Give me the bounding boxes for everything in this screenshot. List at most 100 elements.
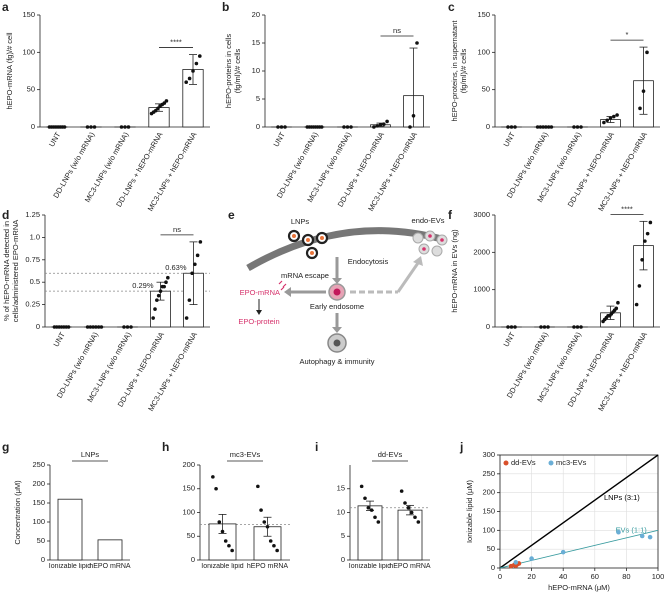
- arrow-head: [332, 327, 342, 333]
- data-point: [560, 549, 566, 555]
- data-point: [509, 325, 514, 329]
- data-point: [506, 125, 510, 129]
- panel-title: mc3-EVs: [230, 450, 261, 459]
- ev-cargo: [428, 234, 432, 238]
- data-point: [579, 125, 583, 129]
- bar: [57, 498, 83, 561]
- data-point: [416, 520, 421, 524]
- data-point: [259, 508, 263, 512]
- x-tick-label-box: Ionizable lipid: [201, 563, 243, 570]
- y-tick-label: 10: [252, 66, 260, 75]
- data-point: [85, 325, 90, 329]
- panel-letter: j: [459, 440, 463, 454]
- data-point: [151, 316, 155, 320]
- x-tick-label: 80: [622, 572, 630, 581]
- data-point: [403, 501, 407, 505]
- x-tick-label: Ionizable lipid: [348, 563, 392, 570]
- data-point: [612, 114, 616, 119]
- data-point: [211, 475, 215, 479]
- data-point: [513, 560, 519, 565]
- data-point: [363, 496, 367, 501]
- fit-line: [499, 454, 659, 569]
- y-tick-label: 50: [482, 85, 490, 94]
- data-point: [506, 325, 510, 329]
- data-point: [413, 515, 417, 520]
- data-point: [122, 325, 126, 329]
- y-tick-label: 150: [22, 10, 35, 19]
- diagram-label: LNPs: [291, 217, 310, 226]
- legend-label: mc3-EVs: [556, 458, 587, 467]
- data-point: [641, 89, 646, 93]
- y-axis-label: hEPO-proteins in cells: [224, 34, 233, 108]
- lnp-core: [320, 236, 324, 240]
- y-axis-label: (fg/ml)/# cells: [233, 48, 242, 93]
- data-point: [382, 122, 386, 126]
- y-tick-label: 250: [32, 460, 45, 469]
- data-point: [349, 125, 353, 129]
- arrow-head: [284, 287, 291, 297]
- data-point: [220, 529, 225, 534]
- y-axis-label: Ionizable lipid (μM): [465, 479, 474, 543]
- y-tick-label: 0: [36, 322, 40, 331]
- data-point: [283, 125, 287, 129]
- bar: [97, 539, 123, 561]
- data-point: [190, 271, 194, 276]
- data-point: [162, 284, 166, 289]
- y-tick-label: 50: [37, 536, 45, 545]
- data-point: [92, 125, 97, 129]
- panel-letter: g: [2, 440, 9, 454]
- significance-label: ns: [173, 225, 181, 234]
- data-point: [191, 69, 195, 73]
- data-point: [373, 515, 377, 520]
- data-point: [366, 505, 371, 510]
- data-point: [162, 101, 167, 105]
- panel-title: LNPs: [81, 450, 100, 459]
- data-point: [640, 258, 644, 262]
- data-point: [372, 125, 376, 129]
- data-point: [230, 548, 234, 553]
- data-point: [616, 300, 620, 305]
- data-point: [187, 298, 192, 302]
- data-point: [256, 484, 260, 489]
- y-tick-label: 250: [482, 469, 495, 478]
- diagram-label: endo-EVs: [412, 216, 445, 225]
- y-tick-label: 50: [27, 85, 35, 94]
- significance-label: ****: [170, 38, 182, 47]
- panel-letter: d: [2, 208, 9, 222]
- x-tick-label: UNT: [271, 130, 287, 148]
- data-point: [529, 556, 534, 561]
- data-point: [408, 125, 412, 129]
- data-point: [195, 253, 200, 258]
- data-point: [198, 240, 203, 244]
- data-point: [342, 125, 346, 129]
- y-tick-label: 0: [486, 322, 490, 331]
- lnp-core: [310, 251, 314, 255]
- panel-letter: i: [315, 440, 318, 454]
- lnp-particles: [287, 229, 329, 260]
- data-point: [125, 325, 130, 329]
- y-axis-label: cells/administered EPO-mRNA: [11, 220, 20, 323]
- data-point: [96, 325, 101, 329]
- panel-letter: h: [162, 440, 169, 454]
- y-tick-label: 50: [487, 544, 495, 553]
- data-point: [406, 505, 411, 510]
- data-point: [637, 284, 642, 288]
- y-tick-label: 100: [32, 517, 45, 526]
- ev: [431, 245, 443, 257]
- y-tick-label: 100: [22, 47, 35, 56]
- y-tick-label: 0: [31, 122, 35, 131]
- mrna-icon: [278, 280, 287, 291]
- data-point: [614, 306, 619, 311]
- data-point: [549, 125, 554, 129]
- data-point: [272, 543, 276, 548]
- data-point: [158, 289, 163, 293]
- annotation: 0.63%: [165, 263, 187, 272]
- data-point: [645, 50, 649, 55]
- data-point: [166, 275, 170, 280]
- y-tick-label: 20: [252, 10, 260, 19]
- y-axis-label: hEPO-mRNA in EVs (ng): [450, 229, 459, 313]
- data-point: [579, 325, 583, 329]
- data-point: [513, 125, 517, 129]
